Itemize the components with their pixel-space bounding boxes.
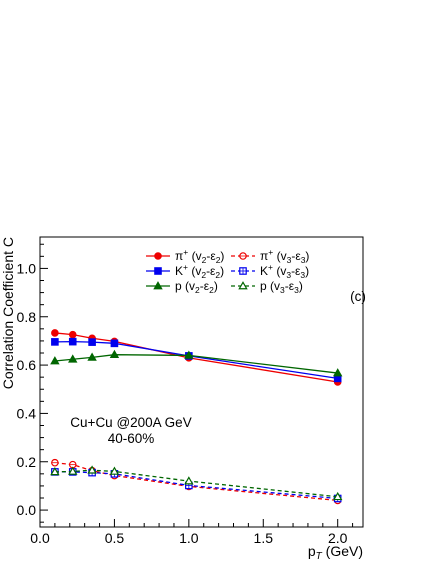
series-layer bbox=[50, 329, 343, 505]
y-tick-label: 0.4 bbox=[17, 405, 37, 421]
x-tick-label: 0.0 bbox=[30, 530, 50, 546]
legend-label: p (v2-ε2) bbox=[175, 279, 218, 295]
annotations: Cu+Cu @200A GeV 40-60% bbox=[70, 415, 191, 446]
legend-entry-4: π+ (v3-ε3) bbox=[231, 247, 309, 265]
x-axis-title-sub: T bbox=[316, 551, 323, 562]
y-tick-label: 0.0 bbox=[17, 502, 37, 518]
legend-marker bbox=[238, 281, 248, 290]
series-6-point bbox=[50, 467, 60, 476]
panel-label: (c) bbox=[350, 289, 366, 304]
series-6-point bbox=[332, 491, 343, 501]
series-6-line bbox=[54, 469, 338, 498]
y-tick-label: 1.0 bbox=[17, 260, 37, 276]
y-tick-label: 0.6 bbox=[17, 357, 37, 373]
series-6 bbox=[50, 465, 343, 501]
series-2-point bbox=[51, 338, 59, 346]
x-tick-label: 1.0 bbox=[179, 530, 199, 546]
x-tick-label: 1.5 bbox=[254, 530, 274, 546]
x-axis-title-unit: (GeV) bbox=[322, 543, 363, 559]
legend-label: p (v3-ε3) bbox=[260, 279, 303, 295]
series-3-point bbox=[87, 352, 97, 361]
y-tick-label: 0.2 bbox=[17, 454, 37, 470]
legend-entry-3: p (v2-ε2) bbox=[146, 279, 218, 295]
annotation-centrality: 40-60% bbox=[108, 431, 155, 446]
legend-entry-2: K+ (v2-ε2) bbox=[146, 262, 224, 280]
series-6-point bbox=[68, 466, 78, 475]
legend-entry-1: π+ (v2-ε2) bbox=[146, 247, 224, 265]
series-2-point bbox=[88, 338, 96, 346]
legend-label: K+ (v2-ε2) bbox=[175, 262, 224, 280]
legend-marker bbox=[154, 267, 162, 275]
y-tick-label: 0.8 bbox=[17, 309, 37, 325]
series-3-point bbox=[68, 354, 78, 363]
legend: π+ (v2-ε2)K+ (v2-ε2)p (v2-ε2) π+ (v3-ε3)K… bbox=[146, 247, 309, 295]
legend-label: π+ (v2-ε2) bbox=[175, 247, 224, 265]
series-3-point bbox=[50, 356, 60, 365]
series-6-point bbox=[184, 476, 194, 485]
series-2-point bbox=[110, 339, 119, 348]
plot-area bbox=[39, 236, 364, 528]
annotation-system: Cu+Cu @200A GeV bbox=[70, 415, 191, 430]
series-3-point bbox=[184, 350, 194, 359]
axes: 0.0 0.5 1.0 1.5 2.0 0.0 0.2 0.4 0.6 0.8 1.0 bbox=[17, 243, 354, 546]
legend-label: K+ (v3-ε3) bbox=[260, 262, 309, 280]
legend-entry-5: K+ (v3-ε3) bbox=[231, 262, 309, 280]
series-1-point bbox=[51, 329, 59, 337]
y-axis-title: Correlation Coefficient C bbox=[0, 237, 16, 389]
series-3-point bbox=[332, 368, 343, 377]
series-3-line bbox=[54, 354, 338, 374]
series-2-point bbox=[68, 337, 77, 346]
legend-label: π+ (v3-ε3) bbox=[260, 247, 309, 265]
x-axis-title: pT (GeV) bbox=[308, 543, 363, 562]
plot-frame bbox=[39, 236, 364, 528]
series-6-point bbox=[109, 466, 120, 475]
series-3 bbox=[50, 349, 343, 377]
x-tick-label: 2.0 bbox=[328, 530, 348, 546]
legend-marker bbox=[154, 252, 162, 260]
series-1-point bbox=[68, 330, 77, 339]
series-2 bbox=[51, 337, 342, 383]
x-tick-label: 0.5 bbox=[105, 530, 125, 546]
series-6-point bbox=[87, 465, 97, 474]
series-3-point bbox=[109, 349, 120, 359]
x-axis-title-main: p bbox=[308, 543, 316, 559]
legend-entry-6: p (v3-ε3) bbox=[231, 279, 303, 295]
legend-marker bbox=[153, 281, 163, 290]
